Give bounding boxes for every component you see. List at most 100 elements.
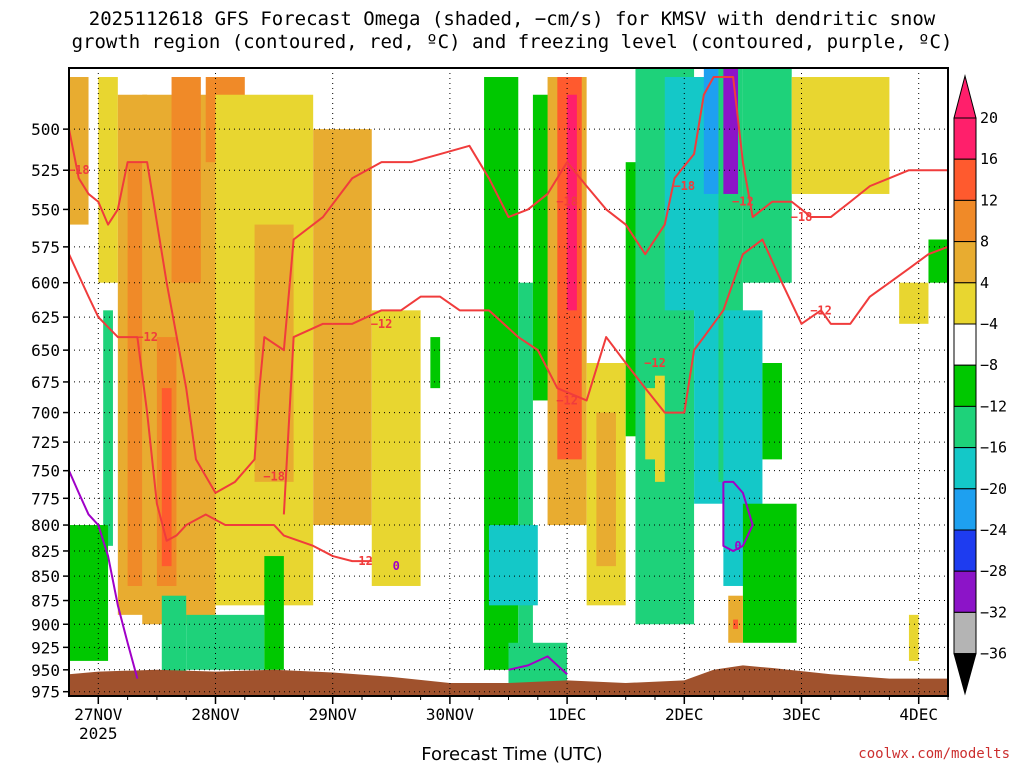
red-contour-line [282, 238, 948, 515]
omega-cell [161, 388, 172, 567]
y-tick-label: 775 [31, 489, 60, 508]
y-tick-label: 575 [31, 238, 60, 257]
omega-cell [728, 595, 743, 643]
colorbar-swatch [953, 405, 977, 449]
omega-cell [655, 375, 665, 482]
omega-cell [762, 363, 782, 460]
contour-label: −18 [673, 179, 695, 193]
omega-cell [791, 77, 890, 194]
contours [69, 76, 948, 679]
y-tick-label: 675 [31, 373, 60, 392]
colorbar-swatch [953, 323, 977, 366]
y-tick-label: 975 [31, 683, 60, 702]
omega-cell [430, 337, 441, 389]
terrain [69, 665, 948, 696]
x-tick-label: 30NOV [426, 705, 475, 724]
x-tick-label: 4DEC [899, 705, 938, 724]
colorbar-tick-label: 8 [980, 233, 989, 251]
purple-contour-line [722, 480, 754, 552]
colorbar-tick-label: −4 [980, 315, 998, 333]
y-tick-label: 525 [31, 161, 60, 180]
omega-cell [161, 595, 187, 679]
purple-contour-line [508, 655, 568, 675]
omega-cell [513, 545, 529, 586]
omega-cell [488, 525, 538, 606]
title-line-2: growth region (contoured, red, ºC) and f… [71, 31, 953, 53]
omega-cell [908, 614, 919, 661]
title-line-1: 2025112618 GFS Forecast Omega (shaded, −… [88, 8, 936, 30]
omega-cell [98, 77, 118, 283]
colorbar-tick-label: −8 [980, 356, 998, 374]
colorbar-tick-label: 12 [980, 191, 998, 209]
y-tick-label: 875 [31, 592, 60, 611]
colorbar-swatch [953, 611, 977, 655]
contour-label: −18 [68, 163, 90, 177]
y-tick-label: 650 [31, 341, 60, 360]
y-axis: 500 525 550 575 600 625 650 675 700 725 750 775 800 8… [31, 120, 69, 702]
contour-label: 0 [734, 539, 741, 553]
contour-label: −18 [263, 469, 285, 483]
omega-cell [371, 310, 421, 586]
y-tick-label: 850 [31, 567, 60, 586]
x-tick-label: 27NOV [74, 705, 123, 724]
colorbar-tick-label: 20 [980, 109, 998, 127]
colorbar-tick-label: −32 [980, 603, 1007, 621]
colorbar-tick-label: −12 [980, 397, 1007, 415]
colorbar-swatch [953, 199, 977, 243]
colorbar-tick-label: 4 [980, 274, 989, 292]
contour-label: −12 [644, 356, 666, 370]
omega-cell [596, 412, 616, 567]
x-tick-label: 3DEC [782, 705, 821, 724]
chart-title: 2025112618 GFS Forecast Omega (shaded, −… [0, 8, 1024, 54]
x-year-label: 2025 [79, 724, 118, 743]
omega-cell [69, 77, 89, 225]
y-tick-label: 800 [31, 516, 60, 535]
omega-cell [103, 310, 113, 546]
colorbar: 20 16 12 8 4 −4 −8 −12 −16 −20 −24 −28 −32 −36 [953, 74, 1007, 696]
x-tick-label: 2DEC [665, 705, 704, 724]
contour-label: −18 [791, 210, 813, 224]
colorbar-swatch [953, 488, 977, 531]
x-axis-label: Forecast Time (UTC) [421, 744, 603, 765]
colorbar-tick-label: −20 [980, 480, 1007, 498]
colorbar-top-arrow [953, 74, 977, 119]
x-axis: 27NOV 28NOV 29NOV 30NOV 1DEC 2DEC 3DEC 4DEC 2025 [74, 696, 949, 743]
y-tick-label: 700 [31, 404, 60, 423]
y-tick-label: 500 [31, 120, 60, 139]
colorbar-swatch [953, 447, 977, 490]
contour-label: −12 [371, 317, 393, 331]
y-tick-label: 550 [31, 200, 60, 219]
y-tick-label: 600 [31, 274, 60, 293]
x-tick-label: 29NOV [309, 705, 358, 724]
omega-cell [508, 642, 568, 684]
colorbar-bottom-arrow [953, 653, 977, 696]
y-tick-label: 725 [31, 433, 60, 452]
colorbar-tick-label: −16 [980, 439, 1007, 457]
colorbar-tick-label: −24 [980, 521, 1007, 539]
credit-text: coolwx.com/modelts [858, 746, 1010, 762]
x-tick-label: 28NOV [191, 705, 240, 724]
omega-cell [69, 525, 109, 661]
omega-cell [703, 68, 719, 194]
terrain-fill [69, 665, 948, 696]
colorbar-tick-label: 16 [980, 150, 998, 168]
y-tick-label: 825 [31, 542, 60, 561]
omega-cell [645, 388, 655, 460]
purple-contour-line [69, 470, 139, 679]
contour-label: 0 [393, 559, 400, 573]
omega-cell [127, 162, 143, 586]
x-tick-label: 1DEC [548, 705, 587, 724]
contour-labels: −18 −12 −18 −12 −12 −18 −12 −12 −18 −12 −18 −12 0 0 [68, 163, 832, 573]
omega-cell [186, 614, 265, 670]
red-contour-line [69, 76, 948, 494]
contour-label: −18 [556, 195, 578, 209]
colorbar-swatch [953, 282, 977, 325]
omega-shading [69, 68, 948, 684]
red-contour-line [69, 253, 372, 563]
y-tick-label: 900 [31, 615, 60, 634]
omega-cell [567, 94, 577, 311]
omega-cell [171, 77, 201, 283]
y-tick-label: 950 [31, 661, 60, 680]
colorbar-swatch [953, 364, 977, 407]
